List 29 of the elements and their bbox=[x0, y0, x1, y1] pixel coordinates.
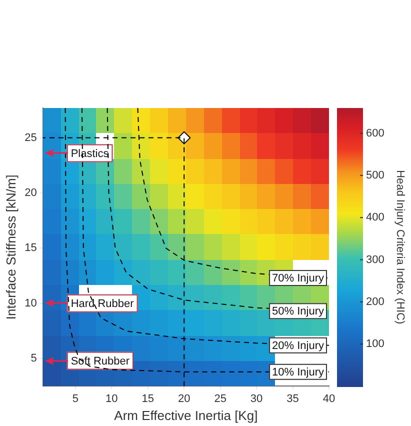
x-tick-label: 20 bbox=[178, 392, 190, 405]
series-label: 50% Injury bbox=[272, 306, 324, 318]
x-tick-label: 10 bbox=[106, 392, 118, 405]
y-tick-label: 15 bbox=[24, 242, 37, 254]
color-bar-label: 200 bbox=[366, 296, 384, 308]
x-tick-label: 5 bbox=[72, 392, 78, 405]
color-bar-label: 100 bbox=[366, 338, 384, 350]
x-axis-title: Arm Effective Inertia [Kg] bbox=[114, 408, 258, 423]
color-bar-label: 500 bbox=[366, 169, 384, 182]
ref-line-label: Plastics bbox=[70, 148, 110, 160]
color-bar-label: 600 bbox=[366, 127, 384, 140]
y-axis-title: Interface Stiffness [kN/m] bbox=[3, 174, 18, 320]
ref-line-label: Soft Rubber bbox=[70, 355, 130, 368]
x-tick-label: 25 bbox=[214, 392, 226, 405]
y-tick-label: 5 bbox=[30, 352, 37, 365]
series-label: 10% Injury bbox=[272, 366, 324, 378]
x-tick-label: 40 bbox=[322, 392, 336, 405]
series-label: 70% Injury bbox=[272, 272, 324, 285]
y-tick-label: 10 bbox=[24, 297, 37, 310]
color-bar-label: 300 bbox=[366, 254, 384, 266]
y-tick-label: 25 bbox=[24, 132, 37, 144]
y-tick-label: 20 bbox=[24, 187, 37, 200]
series-label: 20% Injury bbox=[272, 340, 324, 352]
color-bar-title: Head Injury Criteria Index (HIC) bbox=[394, 170, 406, 324]
x-tick-label: 15 bbox=[142, 392, 154, 405]
x-tick-label: 35 bbox=[286, 392, 299, 405]
color-bar-label: 400 bbox=[366, 212, 384, 224]
x-tick-label: 30 bbox=[250, 392, 263, 405]
ref-line-label: Hard Rubber bbox=[70, 298, 134, 310]
